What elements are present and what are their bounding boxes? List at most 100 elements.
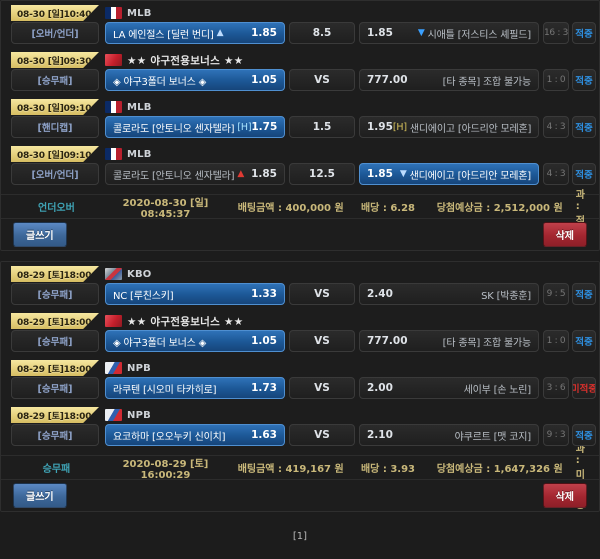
result-cell: 적중 bbox=[572, 163, 596, 185]
bet-slip: 08-29 [토]18:00 KBO [승무패] NC [루친스키] 1.33 VS 2.4… bbox=[0, 261, 600, 512]
league-name: NPB bbox=[127, 409, 151, 421]
league-name: ★★ 야구전용보너스 ★★ bbox=[127, 54, 244, 67]
bet-slip-summary: 언더오버 2020-08-30 [일] 08:45:37 배팅금액 : 400,00… bbox=[1, 175, 599, 242]
bet-slip-games: 08-30 [일]10:40 MLB [오버/언더] LA 에인절스 [딜런 번디] ▲… bbox=[1, 1, 599, 194]
team-name: LA 에인절스 [딜런 번디] ▲ bbox=[113, 26, 224, 41]
line-value: 12.5 bbox=[309, 168, 335, 180]
bet-type-label: [승무패] bbox=[37, 337, 73, 348]
team-name: NC [루친스키] bbox=[113, 287, 174, 302]
team-name-text: 콜로라도 [안토니오 센자텔라] bbox=[113, 170, 235, 182]
game-header: 08-30 [일]09:30 ★★ 야구전용보너스 ★★ bbox=[1, 51, 599, 69]
line-value-cell: VS bbox=[289, 330, 355, 352]
summary-stake: 배팅금액 : 419,167 원 bbox=[237, 464, 344, 475]
league-label: KBO bbox=[105, 266, 151, 282]
bet-type-cell: [승무패] bbox=[11, 283, 99, 305]
score-cell: 9 : 5 bbox=[543, 283, 569, 305]
team-name-text: 샌디에이고 [아드리안 모레혼] bbox=[409, 170, 532, 182]
away-pick-cell[interactable]: 2.10 야쿠르트 [맷 코지] bbox=[359, 424, 539, 446]
away-pick-cell[interactable]: 1.85 ▼ 시애틀 [저스티스 셰필드] bbox=[359, 22, 539, 44]
game-row: 08-30 [일]09:10 MLB [오버/언더] 콜로라도 [안토니오 센자텔라]… bbox=[1, 145, 599, 192]
bet-type-cell: [핸디캡] bbox=[11, 116, 99, 138]
bet-slip-actions: 글쓰기 삭제 bbox=[1, 218, 599, 250]
team-name-text: ◈ 야구3폴더 보너스 ◈ bbox=[113, 337, 207, 349]
score-cell: 3 : 6 bbox=[543, 377, 569, 399]
score-value: 3 : 6 bbox=[546, 383, 566, 393]
line-value-cell: VS bbox=[289, 283, 355, 305]
league-label: NPB bbox=[105, 360, 151, 376]
league-label: ★★ 야구전용보너스 ★★ bbox=[105, 52, 243, 68]
bonus-logo bbox=[105, 54, 122, 66]
bet-type-cell: [오버/언더] bbox=[11, 163, 99, 185]
delete-button[interactable]: 삭제 bbox=[542, 483, 587, 508]
bonus-logo bbox=[105, 315, 122, 327]
home-pick-cell[interactable]: 콜로라도 [안토니오 센자텔라] [H] 1.75 bbox=[105, 116, 285, 138]
npb-logo bbox=[105, 362, 122, 374]
away-pick-cell[interactable]: 777.00 [타 종목] 조합 불가능 bbox=[359, 69, 539, 91]
home-pick-cell[interactable]: 라쿠텐 [시오미 타카히로] 1.73 bbox=[105, 377, 285, 399]
arrow-down-icon: ▼ bbox=[417, 27, 425, 38]
team-name: ◈ 야구3폴더 보너스 ◈ bbox=[113, 73, 206, 88]
handicap-marker: [H] bbox=[392, 121, 407, 133]
result-badge: 적중 bbox=[575, 170, 593, 181]
line-value: VS bbox=[314, 74, 330, 86]
handicap-marker: [H] bbox=[237, 121, 252, 133]
result-badge: 적중 bbox=[575, 76, 593, 87]
result-badge: 미적중 bbox=[572, 384, 596, 395]
score-cell: 9 : 3 bbox=[543, 424, 569, 446]
score-value: 1 : 0 bbox=[546, 336, 566, 346]
game-header: 08-29 [토]18:00 NPB bbox=[1, 359, 599, 377]
away-pick-cell[interactable]: 1.85 ▼ 샌디에이고 [아드리안 모레혼] bbox=[359, 163, 539, 185]
away-pick-cell[interactable]: 2.00 세이부 [손 노린] bbox=[359, 377, 539, 399]
game-header: 08-29 [토]18:00 ★★ 야구전용보너스 ★★ bbox=[1, 312, 599, 330]
home-pick-cell[interactable]: LA 에인절스 [딜런 번디] ▲ 1.85 bbox=[105, 22, 285, 44]
write-button[interactable]: 글쓰기 bbox=[13, 222, 67, 247]
away-pick-cell[interactable]: 777.00 [타 종목] 조합 불가능 bbox=[359, 330, 539, 352]
home-pick-cell[interactable]: ◈ 야구3폴더 보너스 ◈ 1.05 bbox=[105, 330, 285, 352]
home-pick-cell[interactable]: 요코하마 [오오누키 신이치] 1.63 bbox=[105, 424, 285, 446]
summary-odds: 배당 : 3.93 bbox=[360, 464, 416, 475]
team-odds: 2.00 bbox=[367, 382, 393, 394]
score-value: 16 : 3 bbox=[543, 28, 569, 38]
npb-logo bbox=[105, 409, 122, 421]
summary-datetime: 2020-08-30 [일] 08:45:37 bbox=[122, 197, 209, 220]
home-pick-cell[interactable]: 콜로라도 [안토니오 센자텔라] ▲ 1.85 bbox=[105, 163, 285, 185]
score-cell: 1 : 0 bbox=[543, 330, 569, 352]
team-odds: 2.40 bbox=[367, 288, 393, 300]
result-badge: 적중 bbox=[575, 123, 593, 134]
game-datetime-tab: 08-30 [일]10:40 bbox=[11, 5, 99, 21]
pick-line: [오버/언더] 콜로라도 [안토니오 센자텔라] ▲ 1.85 12.5 1.85 ▼ 샌디에… bbox=[1, 163, 600, 187]
team-odds: 777.00 bbox=[367, 74, 408, 86]
away-pick-cell[interactable]: 1.95 [H] 샌디에이고 [아드리안 모레혼] bbox=[359, 116, 539, 138]
game-row: 08-30 [일]10:40 MLB [오버/언더] LA 에인절스 [딜런 번디] ▲… bbox=[1, 4, 599, 51]
line-value: 1.5 bbox=[312, 121, 332, 133]
game-datetime-tab: 08-29 [토]18:00 bbox=[11, 266, 99, 282]
home-pick-cell[interactable]: ◈ 야구3폴더 보너스 ◈ 1.05 bbox=[105, 69, 285, 91]
team-name: [H] 샌디에이고 [아드리안 모레혼] bbox=[392, 120, 532, 135]
team-name: SK [박종훈] bbox=[481, 287, 531, 302]
bet-type-label: [오버/언더] bbox=[31, 29, 79, 40]
game-datetime-tab: 08-29 [토]18:00 bbox=[11, 407, 99, 423]
home-pick-cell[interactable]: NC [루친스키] 1.33 bbox=[105, 283, 285, 305]
mlb-logo bbox=[105, 7, 122, 19]
score-value: 9 : 5 bbox=[546, 289, 566, 299]
team-name: ▼ 시애틀 [저스티스 셰필드] bbox=[418, 26, 531, 41]
line-value: VS bbox=[314, 429, 330, 441]
pagination[interactable]: [1] bbox=[292, 531, 308, 542]
summary-bet-type: 승무패 bbox=[42, 464, 71, 475]
team-name-text: ◈ 야구3폴더 보너스 ◈ bbox=[113, 76, 207, 88]
team-name-text: SK [박종훈] bbox=[481, 290, 531, 302]
game-datetime-tab: 08-30 [일]09:10 bbox=[11, 146, 99, 162]
result-cell: 미적중 bbox=[572, 377, 596, 399]
league-label: MLB bbox=[105, 5, 152, 21]
pick-line: [승무패] ◈ 야구3폴더 보너스 ◈ 1.05 VS 777.00 [타 종목] 조합 … bbox=[1, 69, 600, 93]
write-button[interactable]: 글쓰기 bbox=[13, 483, 67, 508]
line-value: 8.5 bbox=[312, 27, 332, 39]
delete-button[interactable]: 삭제 bbox=[542, 222, 587, 247]
team-odds: 777.00 bbox=[367, 335, 408, 347]
away-pick-cell[interactable]: 2.40 SK [박종훈] bbox=[359, 283, 539, 305]
summary-payout: 당첨예상금 : 1,647,326 원 bbox=[436, 464, 563, 475]
pick-line: [승무패] 요코하마 [오오누키 신이치] 1.63 VS 2.10 야쿠르트 [맷 코지… bbox=[1, 424, 600, 448]
score-value: 1 : 0 bbox=[546, 75, 566, 85]
line-value-cell: 12.5 bbox=[289, 163, 355, 185]
